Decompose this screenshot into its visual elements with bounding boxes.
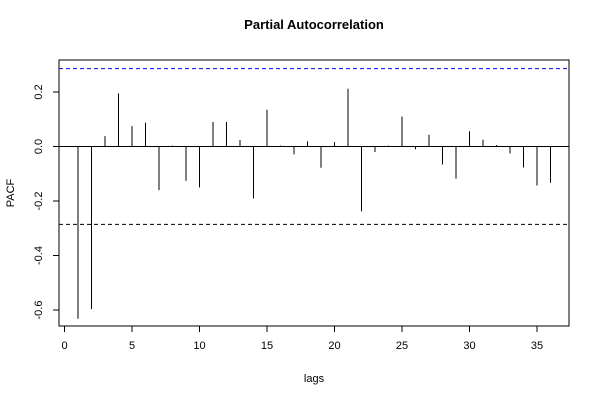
x-tick-label: 20 — [328, 340, 340, 352]
x-tick-label: 25 — [396, 340, 408, 352]
x-tick-label: 15 — [261, 340, 273, 352]
x-tick-label: 10 — [193, 340, 205, 352]
y-axis-label: PACF — [5, 178, 17, 207]
x-axis-label: lags — [304, 373, 325, 385]
x-axis: 0 5 10 15 20 25 30 35 — [61, 326, 543, 352]
plot-frame — [58, 59, 570, 327]
x-tick-label: 5 — [129, 340, 135, 352]
x-tick-label: 35 — [531, 340, 543, 352]
y-axis: -0.6 -0.4 -0.2 0.0 0.2 — [33, 84, 59, 319]
y-tick-label: 0.0 — [33, 139, 45, 154]
x-tick-label: 0 — [61, 340, 67, 352]
y-tick-label: -0.2 — [33, 192, 45, 211]
chart-title: Partial Autocorrelation — [244, 17, 384, 32]
y-tick-label: -0.4 — [33, 246, 45, 265]
x-tick-label: 30 — [463, 340, 475, 352]
y-tick-label: 0.2 — [33, 84, 45, 99]
y-tick-label: -0.6 — [33, 301, 45, 320]
